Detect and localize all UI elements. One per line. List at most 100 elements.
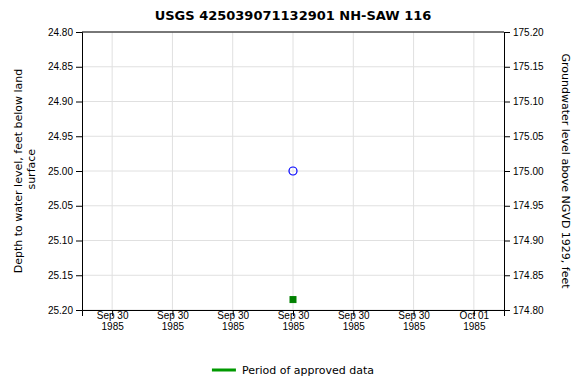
tick-mark bbox=[76, 206, 82, 207]
tick: 175.15 bbox=[504, 61, 544, 72]
tick: 24.80 bbox=[48, 27, 82, 38]
tick: Sep 301985 bbox=[338, 310, 370, 332]
tick: 25.20 bbox=[48, 305, 82, 316]
tick: 25.10 bbox=[48, 235, 82, 246]
grid-line bbox=[82, 66, 504, 67]
grid-line bbox=[82, 205, 504, 206]
frame-line bbox=[82, 32, 504, 33]
axis-line bbox=[505, 33, 511, 311]
title: USGS 425039071132901 NH-SAW 116 bbox=[155, 8, 432, 23]
x-axis: Sep 301985Sep 301985Sep 301985Sep 301985… bbox=[83, 310, 505, 332]
grid-line bbox=[82, 240, 504, 241]
text-line: Sep 30 bbox=[338, 310, 370, 321]
tick: Sep 301985 bbox=[217, 310, 249, 332]
y-axis: 24.80 24.85 24.90 24.95 25.00 25.05 25.10 25.15… bbox=[48, 27, 83, 316]
series bbox=[290, 297, 296, 303]
tick-label: Sep 301985 bbox=[278, 310, 310, 332]
tick-label: Sep 301985 bbox=[217, 310, 249, 332]
tick-mark bbox=[504, 310, 510, 311]
grid-line bbox=[82, 136, 504, 137]
tick-label: 175.05 bbox=[513, 131, 544, 142]
text-line: Depth to water level, feet below land bbox=[12, 69, 25, 274]
tick-mark bbox=[76, 102, 82, 103]
tick: 25.05 bbox=[48, 200, 82, 211]
tick: 24.85 bbox=[48, 61, 82, 72]
tick-label: 25.20 bbox=[48, 305, 73, 316]
tick-mark bbox=[504, 275, 510, 276]
tick: 24.95 bbox=[48, 131, 82, 142]
text-line: 1985 bbox=[343, 321, 366, 332]
text-line: 1985 bbox=[463, 321, 486, 332]
grid-line bbox=[82, 32, 504, 33]
tick: 174.95 bbox=[504, 200, 544, 211]
text-line: Sep 30 bbox=[217, 310, 249, 321]
text-line: Sep 30 bbox=[97, 310, 129, 321]
grid-line bbox=[82, 275, 504, 276]
point bbox=[290, 297, 296, 303]
text-line: 1985 bbox=[102, 321, 125, 332]
tick-mark bbox=[76, 241, 82, 242]
tick-mark bbox=[504, 206, 510, 207]
y-axis-title: Depth to water level, feet below land su… bbox=[12, 69, 38, 274]
tick-label: 24.90 bbox=[48, 96, 73, 107]
tick-label: 25.05 bbox=[48, 200, 73, 211]
tick-mark bbox=[504, 67, 510, 68]
tick: 25.00 bbox=[48, 166, 82, 177]
tick-label: 174.80 bbox=[513, 305, 544, 316]
tick-label: 24.80 bbox=[48, 27, 73, 38]
tick-mark bbox=[504, 171, 510, 172]
text-line: Oct 01 bbox=[460, 310, 490, 321]
tick: Oct 011985 bbox=[460, 310, 490, 332]
tick-label: 174.85 bbox=[513, 270, 544, 281]
tick-mark bbox=[504, 136, 510, 137]
marks bbox=[289, 167, 297, 303]
tick: 175.00 bbox=[504, 166, 544, 177]
series bbox=[289, 167, 297, 175]
plot: Sep 301985Sep 301985Sep 301985Sep 301985… bbox=[48, 27, 544, 332]
text-line: 1985 bbox=[282, 321, 305, 332]
chart: Sep 301985Sep 301985Sep 301985Sep 301985… bbox=[0, 0, 576, 384]
tick: 174.85 bbox=[504, 270, 544, 281]
tick-label: 175.20 bbox=[513, 27, 544, 38]
tick-label: 175.00 bbox=[513, 166, 544, 177]
text-line: 1985 bbox=[403, 321, 426, 332]
tick: 25.15 bbox=[48, 270, 82, 281]
tick-label: 174.90 bbox=[513, 235, 544, 246]
text-line: Sep 30 bbox=[278, 310, 310, 321]
tick-label: Sep 301985 bbox=[157, 310, 189, 332]
text-line: 1985 bbox=[222, 321, 245, 332]
grid-line bbox=[82, 101, 504, 102]
tick-mark bbox=[504, 102, 510, 103]
tick: 24.90 bbox=[48, 96, 82, 107]
text-line: Sep 30 bbox=[398, 310, 430, 321]
legend-label: Period of approved data bbox=[242, 364, 374, 377]
legend: Period of approved data bbox=[212, 364, 374, 377]
tick: Sep 301985 bbox=[157, 310, 189, 332]
tick-mark bbox=[504, 32, 510, 33]
tick-mark bbox=[76, 136, 82, 137]
tick-mark bbox=[76, 310, 82, 311]
text-line: 1985 bbox=[162, 321, 185, 332]
tick: Sep 301985 bbox=[278, 310, 310, 332]
tick-mark bbox=[504, 241, 510, 242]
text-line: surface bbox=[25, 149, 38, 193]
tick-label: 25.10 bbox=[48, 235, 73, 246]
grid bbox=[82, 32, 504, 310]
tick-label: 175.15 bbox=[513, 61, 544, 72]
tick-label: 174.95 bbox=[513, 200, 544, 211]
y2-axis: 175.20 175.15 175.10 175.05 175.00 174.95 174.… bbox=[504, 27, 544, 316]
tick-label: Sep 301985 bbox=[338, 310, 370, 332]
tick: 174.90 bbox=[504, 235, 544, 246]
tick: 175.20 bbox=[504, 27, 544, 38]
grid-line bbox=[82, 171, 504, 172]
tick-label: 24.95 bbox=[48, 131, 73, 142]
tick-label: 25.00 bbox=[48, 166, 73, 177]
text-line: Sep 30 bbox=[157, 310, 189, 321]
legend-item: Period of approved data bbox=[212, 364, 374, 377]
tick-label: Sep 301985 bbox=[97, 310, 129, 332]
point bbox=[289, 167, 297, 175]
axis-line bbox=[76, 33, 83, 311]
tick-label: 24.85 bbox=[48, 61, 73, 72]
tick-label: 175.10 bbox=[513, 96, 544, 107]
legend-swatch bbox=[212, 369, 236, 372]
